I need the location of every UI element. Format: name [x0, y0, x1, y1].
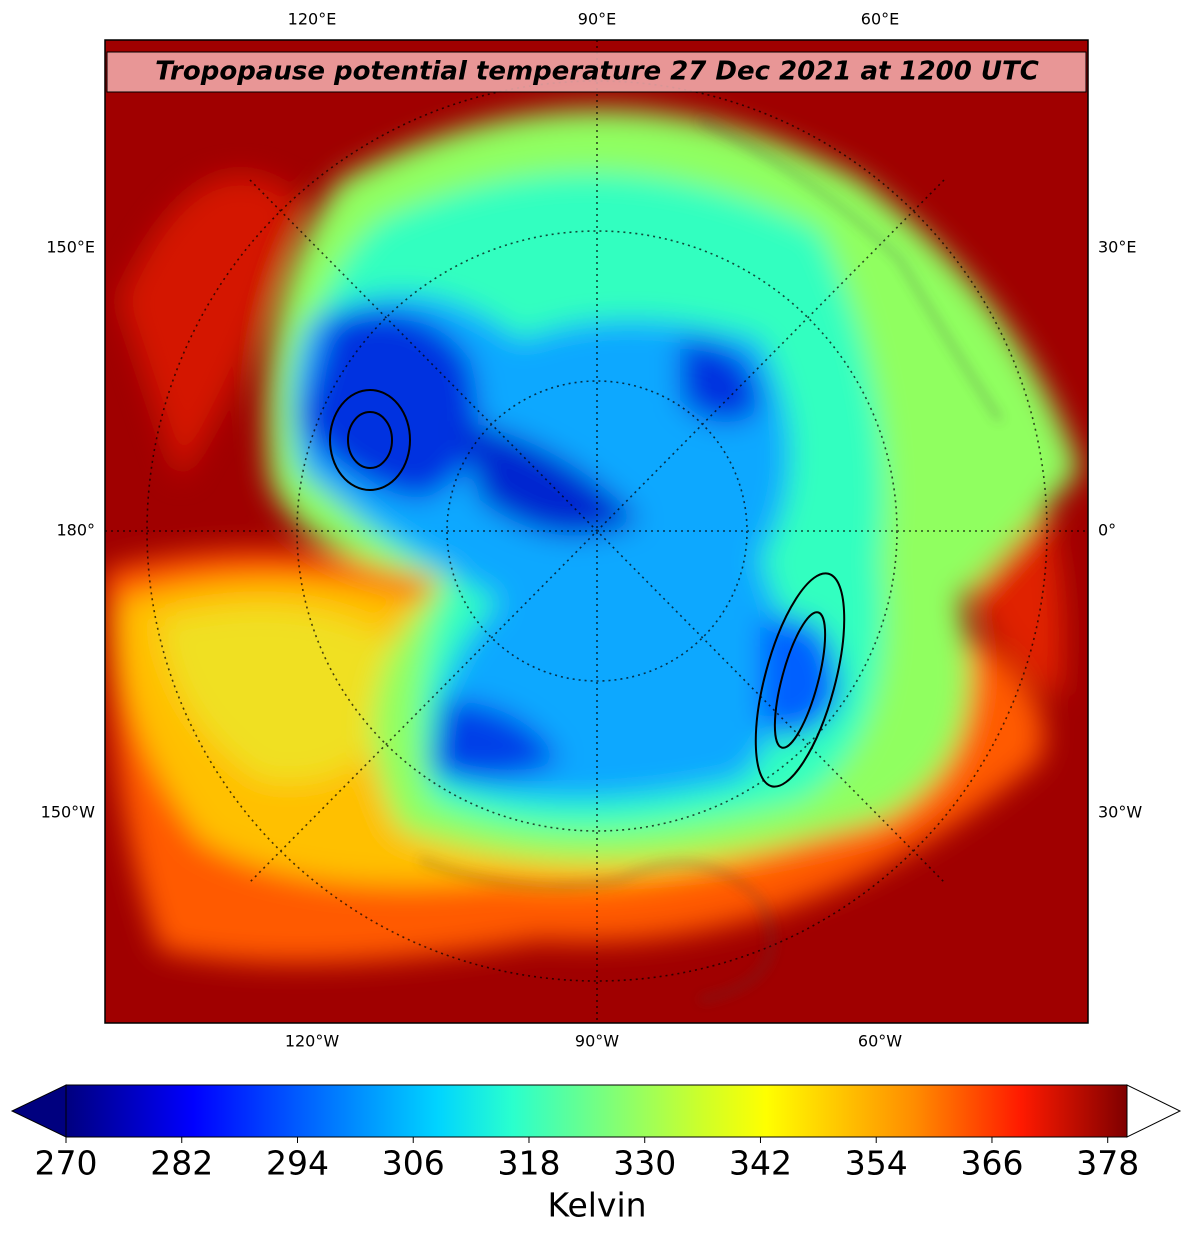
lon-label: 120°W	[285, 1032, 340, 1051]
lat-label: 0°	[1098, 521, 1116, 540]
colorbar-tick-label: 378	[1076, 1144, 1139, 1183]
coordinate-labels: 120°E 90°E 60°E 120°W 90°W 60°W 150°E 180° 150°W…	[41, 10, 1143, 1051]
map: Tropopause potential temperature 27 Dec …	[105, 40, 1088, 1023]
colorbar-label: Kelvin	[547, 1186, 646, 1225]
colorbar-tick-label: 294	[266, 1144, 329, 1183]
lon-label: 90°E	[578, 10, 616, 29]
colorbar-tick-label: 342	[729, 1144, 792, 1183]
colorbar-tick-label: 282	[150, 1144, 213, 1183]
lat-label: 150°W	[41, 803, 96, 822]
colorbar: Kelvin 270 282 294 306 318 330 342 354 366 378	[10, 1084, 1182, 1225]
colorbar-tick-label: 330	[613, 1144, 676, 1183]
colorbar-tick-label: 366	[960, 1144, 1023, 1183]
lon-label: 60°W	[858, 1032, 902, 1051]
lat-label: 180°	[56, 521, 95, 540]
map-frame	[104, 39, 1089, 1024]
colorbar-tick-label: 354	[845, 1144, 908, 1183]
lat-label: 30°W	[1098, 803, 1142, 822]
colorbar-tick-label: 318	[497, 1144, 560, 1183]
lon-label: 120°E	[288, 10, 337, 29]
lon-label: 60°E	[861, 10, 899, 29]
lat-label: 30°E	[1098, 238, 1136, 257]
lat-label: 150°E	[46, 238, 95, 257]
lon-label: 90°W	[575, 1032, 619, 1051]
colorbar-tick-label: 270	[35, 1144, 98, 1183]
map-title: Tropopause potential temperature 27 Dec …	[155, 57, 1039, 87]
colorbar-tick-label: 306	[382, 1144, 445, 1183]
